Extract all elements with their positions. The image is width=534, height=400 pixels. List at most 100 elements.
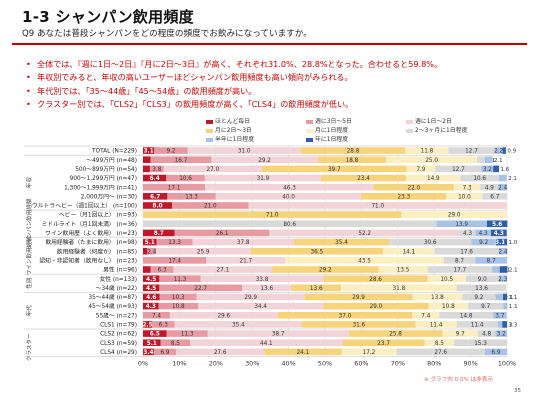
data-label: 5.6 <box>492 222 502 228</box>
data-label: 12.7 <box>452 167 465 173</box>
data-label: 6.5 <box>150 332 160 338</box>
bar-segment <box>361 193 447 200</box>
data-label: 4.3 <box>146 304 156 310</box>
bar-segment <box>480 183 499 191</box>
bar-segment <box>269 229 460 237</box>
bar-segment <box>151 321 175 328</box>
category-label: CLS2 (n=62) <box>100 332 137 338</box>
legend-item: 週に3日～5日 <box>306 116 352 125</box>
data-label: 10.8 <box>442 304 455 310</box>
data-label: 33.8 <box>256 277 269 283</box>
data-label: 9.2 <box>479 240 488 246</box>
bar-segment <box>143 321 152 328</box>
bar-segment <box>493 165 499 173</box>
bar-segment <box>143 202 173 209</box>
bar-segment <box>196 293 305 301</box>
category-label: 55歳～ (n=27) <box>96 311 137 319</box>
bar-segment <box>143 302 159 310</box>
x-tick-label: 80% <box>427 359 441 367</box>
data-label: 3.2 <box>483 167 492 173</box>
data-label: 4.9 <box>485 185 494 191</box>
bar-segment <box>490 229 507 237</box>
data-label: 23.7 <box>377 341 390 347</box>
bar-segment <box>456 284 507 292</box>
legend-label: 月に2日～3日 <box>215 128 252 134</box>
bar-segment <box>248 202 507 209</box>
x-tick-label: 10% <box>172 359 186 367</box>
bar-segment <box>499 266 508 273</box>
category-label: ～499万円 (n=48) <box>86 157 137 164</box>
bar-segment <box>143 165 150 173</box>
data-label: 3.1 <box>495 240 505 246</box>
data-label: 10.6 <box>179 176 192 182</box>
data-label: 22.0 <box>407 185 420 191</box>
data-label: 25.9 <box>197 249 210 255</box>
bar-segment <box>468 302 504 310</box>
data-label: 35.4 <box>335 240 348 246</box>
bar-segment <box>439 311 494 319</box>
bar-segment <box>436 220 487 228</box>
bar-segment <box>166 174 205 182</box>
bar-segment <box>427 266 493 273</box>
bar-segment <box>504 238 507 246</box>
data-label: 28.6 <box>369 277 382 283</box>
data-label: 10.0 <box>458 194 471 200</box>
category-label: 女性 (n=133) <box>99 275 137 283</box>
data-label: 12.7 <box>465 149 478 155</box>
data-label: 17.1 <box>168 185 181 191</box>
legend-label: 半年に1日程度 <box>215 137 255 143</box>
bar-segment <box>215 193 362 200</box>
data-label: 13.6 <box>310 286 323 292</box>
bar-segment <box>498 174 507 182</box>
bar-segment <box>427 275 466 282</box>
bar-segment <box>143 339 161 347</box>
data-label: 2.1 <box>494 158 503 164</box>
data-label: 11.3 <box>181 332 194 338</box>
data-label: 2.2 <box>494 149 503 155</box>
data-label: 40.0 <box>282 194 295 200</box>
legend-item: 月に2日～3日 <box>206 125 252 134</box>
bar-segment <box>443 257 476 264</box>
x-tick-label: 50% <box>318 359 332 367</box>
data-label: 29.0 <box>370 304 383 310</box>
bar-segment <box>348 330 443 337</box>
data-label: 37.0 <box>339 313 352 319</box>
category-label: 男性 (n=96) <box>103 266 137 274</box>
data-label: 11.3 <box>174 277 187 283</box>
bar-segment <box>460 174 499 182</box>
legend-swatch <box>306 119 313 124</box>
bar-segment <box>482 193 507 200</box>
bar-segment <box>163 165 263 173</box>
data-label: 22.7 <box>194 286 207 292</box>
data-label: 29.2 <box>319 268 332 274</box>
x-tick-label: 30% <box>245 359 259 367</box>
bar-segment <box>156 238 193 246</box>
category-label: ワイン飲用歴（よく飲用） (n=23) <box>45 229 137 237</box>
bar-segment <box>160 339 191 347</box>
bar-segment <box>149 165 164 173</box>
title-divider <box>12 43 527 45</box>
category-label: CLS1 (n=79) <box>100 323 137 329</box>
data-label: 2.3 <box>498 277 507 283</box>
legend-label: 週に3日～5日 <box>315 119 352 125</box>
bar-segment <box>150 266 174 273</box>
data-label: 6.9 <box>491 350 500 356</box>
data-label: 9.2 <box>474 295 483 301</box>
bar-segment <box>386 156 478 164</box>
bar-segment <box>341 284 457 292</box>
bar-segment <box>159 284 243 292</box>
data-label: 29.9 <box>244 295 257 301</box>
chart-footnote: ※ グラフ内 0.0% は非表示 <box>424 377 493 383</box>
data-label: 13.5 <box>397 268 410 274</box>
bar-segment <box>169 311 278 319</box>
bar-segment <box>484 348 507 356</box>
data-label: 4.5 <box>146 286 156 292</box>
bar-segment <box>477 156 485 164</box>
page-number: 35 <box>514 388 521 394</box>
category-label: 1,300～1,999万円 (n=41) <box>64 184 137 191</box>
group-label: 年収 <box>25 177 33 189</box>
data-label: 0.9 <box>507 149 516 155</box>
bar-segment <box>495 238 505 246</box>
bar-segment <box>150 156 212 164</box>
data-label: 4.3 <box>479 231 488 237</box>
